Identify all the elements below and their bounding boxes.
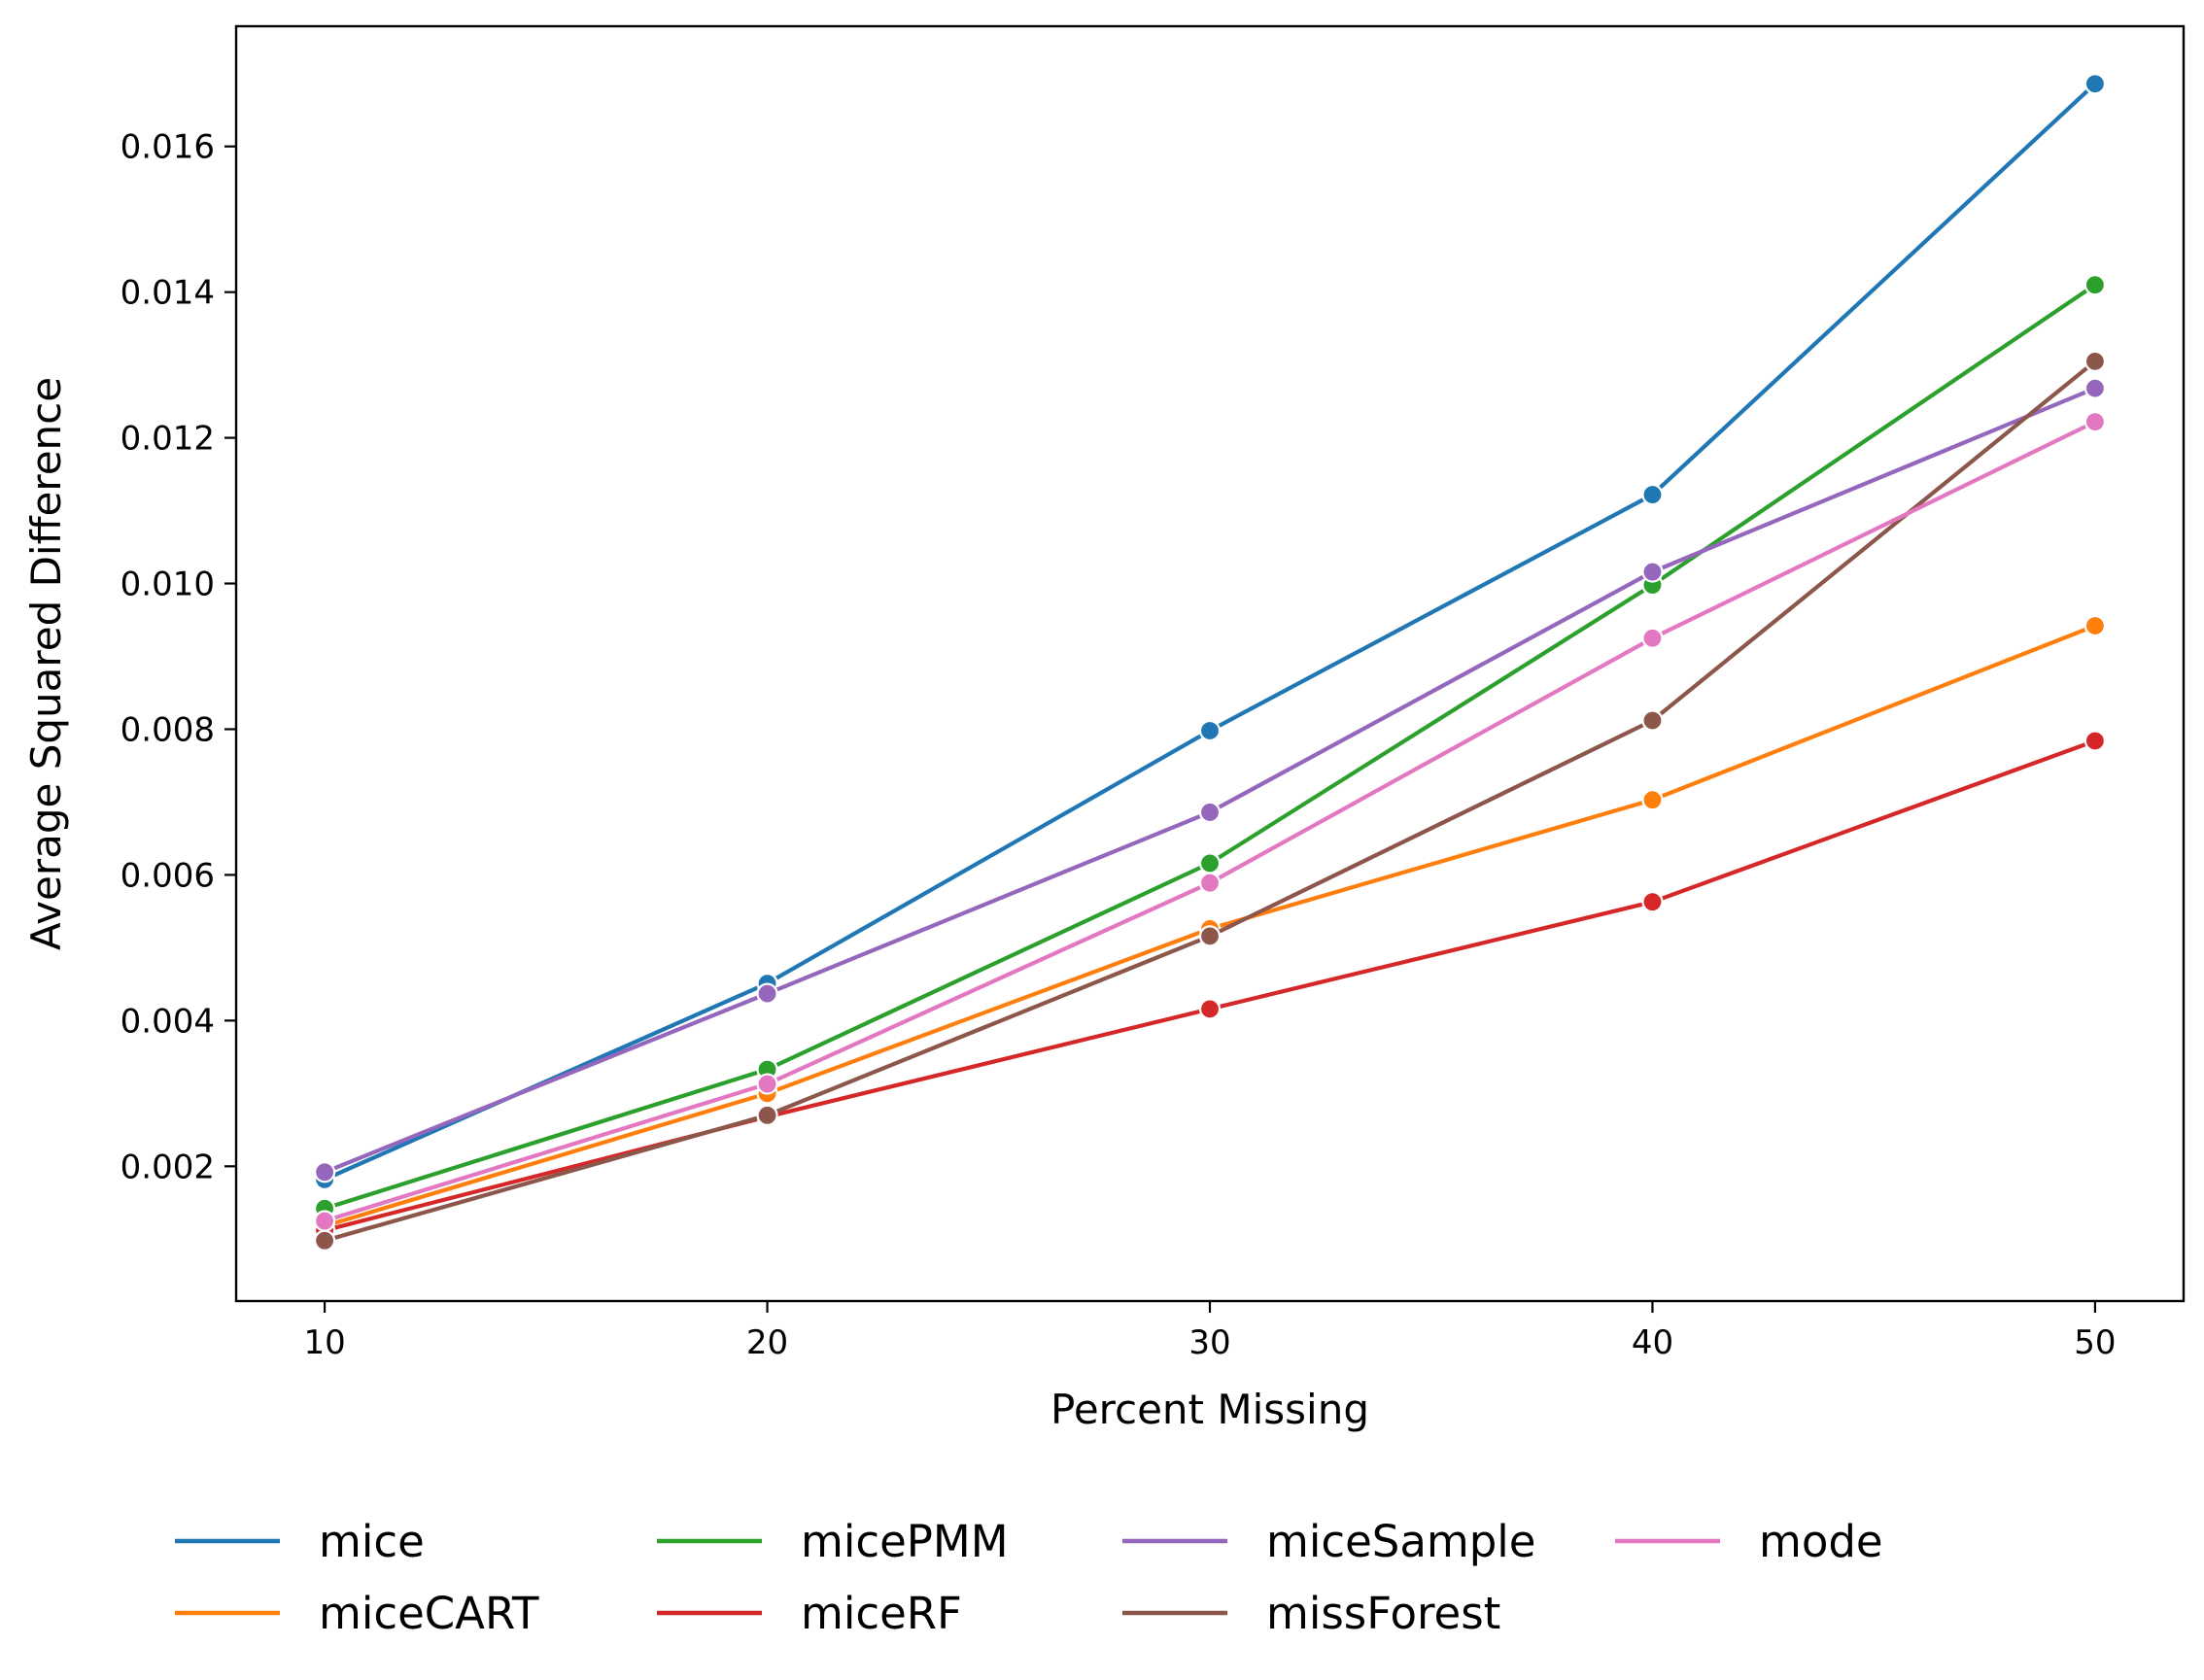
legend-label: miceCART	[319, 1588, 539, 1639]
data-point	[2083, 410, 2107, 433]
data-point	[1641, 789, 1664, 811]
data-point	[1641, 561, 1664, 583]
data-point	[1198, 719, 1222, 742]
legend-item-miceSample: miceSample	[1122, 1516, 1536, 1567]
data-point	[2083, 614, 2107, 637]
y-tick-label: 0.016	[121, 128, 215, 167]
data-point	[756, 1104, 778, 1126]
series-mode	[313, 410, 2107, 1232]
legend-item-miceRF: miceRF	[657, 1588, 962, 1639]
x-tick-label: 20	[746, 1323, 788, 1362]
y-axis-label: Average Squared Difference	[22, 377, 70, 950]
y-tick-label: 0.008	[121, 710, 215, 749]
y-tick-label: 0.010	[121, 566, 215, 604]
legend-item-miceCART: miceCART	[175, 1588, 539, 1639]
data-point	[1641, 627, 1664, 649]
data-point	[1198, 998, 1222, 1020]
legend-label: missForest	[1266, 1588, 1500, 1639]
data-point	[2083, 350, 2107, 372]
y-tick-label: 0.004	[121, 1002, 215, 1041]
legend-label: miceRF	[801, 1588, 962, 1639]
y-tick-label: 0.012	[121, 420, 215, 459]
series-missForest	[313, 350, 2107, 1251]
legend-item-micePMM: micePMM	[657, 1516, 1009, 1567]
legend-label: mode	[1759, 1516, 1883, 1567]
legend-item-mode: mode	[1615, 1516, 1883, 1567]
data-point	[1641, 709, 1664, 732]
legend-label: micePMM	[801, 1516, 1009, 1567]
x-axis-label: Percent Missing	[1050, 1386, 1369, 1433]
data-point	[1198, 801, 1222, 824]
series-miceSample	[313, 377, 2107, 1183]
data-point	[756, 1073, 778, 1095]
data-point	[1641, 483, 1664, 506]
x-tick-label: 50	[2074, 1323, 2116, 1362]
data-point	[313, 1210, 336, 1232]
data-point	[313, 1161, 336, 1183]
legend: mice miceCART micePMM miceRF miceSample missF…	[175, 1516, 1883, 1639]
y-axis: 0.002 0.004 0.006 0.008 0.010 0.012 0.014 0.016	[121, 128, 236, 1186]
y-tick-label: 0.014	[121, 274, 215, 313]
legend-item-missForest: missForest	[1122, 1588, 1500, 1639]
data-point	[1641, 891, 1664, 913]
plot-area	[313, 73, 2107, 1251]
data-point	[1198, 852, 1222, 874]
y-tick-label: 0.002	[121, 1148, 215, 1186]
series-mice	[313, 73, 2107, 1190]
legend-label: mice	[319, 1516, 425, 1567]
data-point	[2083, 274, 2107, 296]
data-point	[756, 982, 778, 1005]
data-point	[1198, 872, 1222, 894]
legend-label: miceSample	[1266, 1516, 1536, 1567]
data-point	[2083, 73, 2107, 95]
data-point	[2083, 377, 2107, 399]
x-axis: 10 20 30 40 50	[303, 1301, 2117, 1362]
data-point	[2083, 730, 2107, 752]
y-tick-label: 0.006	[121, 856, 215, 895]
x-tick-label: 10	[303, 1323, 345, 1362]
x-tick-label: 40	[1632, 1323, 1673, 1362]
data-point	[313, 1229, 336, 1251]
legend-item-mice: mice	[175, 1516, 425, 1567]
data-point	[1198, 925, 1222, 947]
x-tick-label: 30	[1188, 1323, 1230, 1362]
